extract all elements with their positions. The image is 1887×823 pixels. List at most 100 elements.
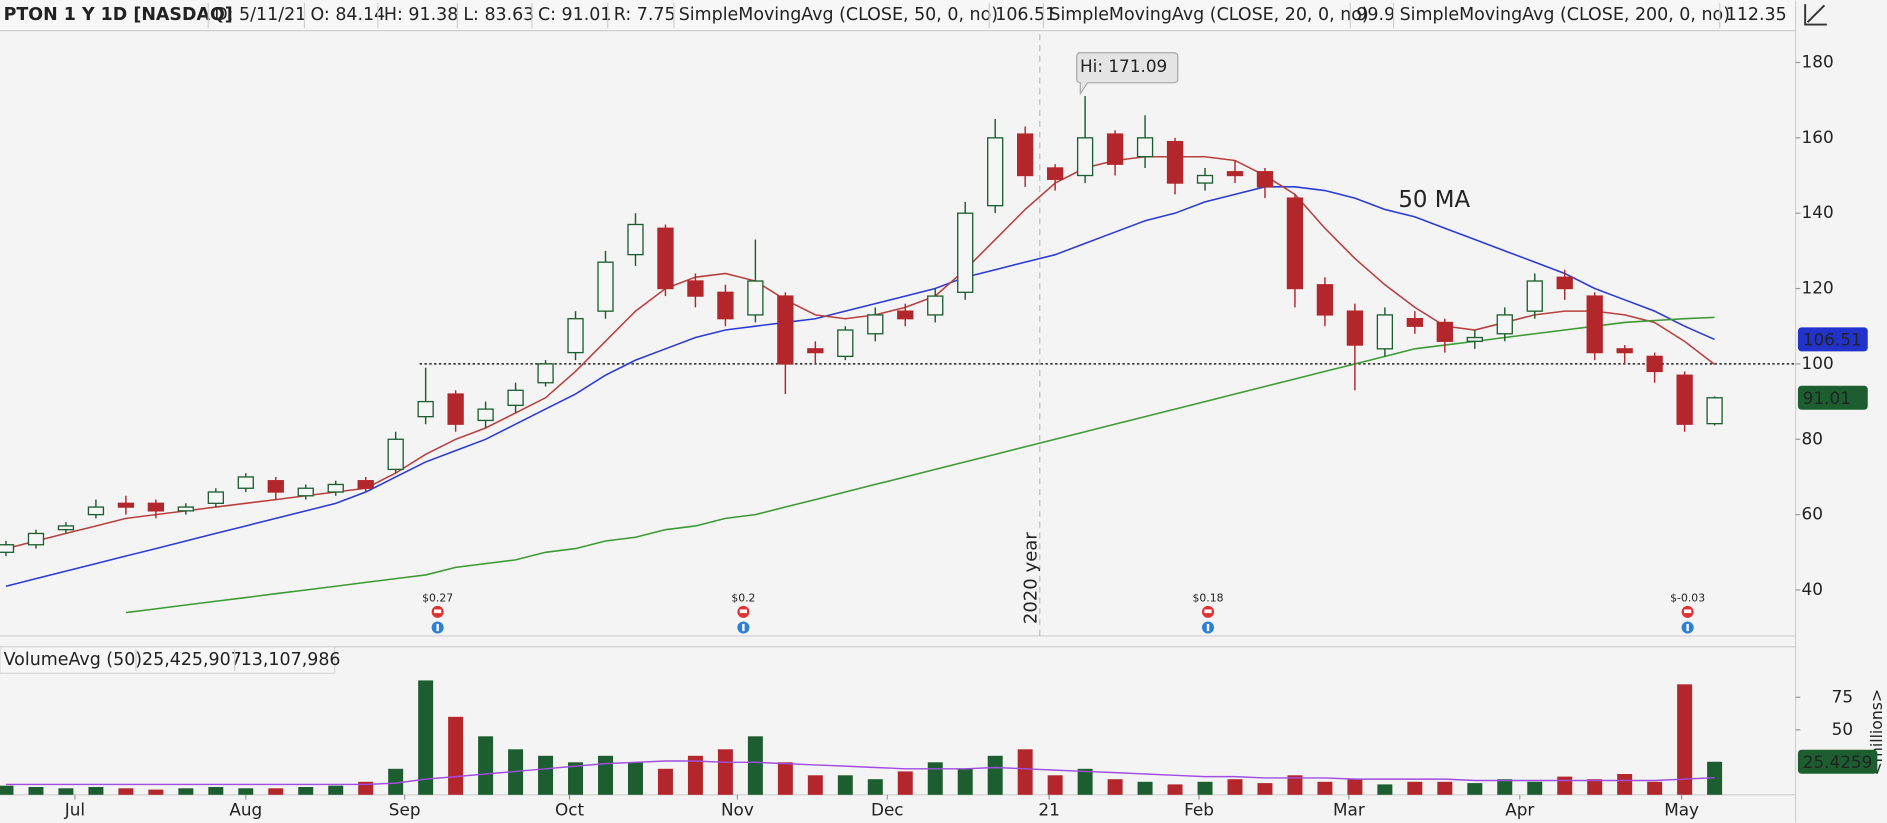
candle-body xyxy=(777,295,794,365)
y-tick-label: 80 xyxy=(1802,428,1823,448)
volume-bar xyxy=(478,736,494,795)
dividend-icon-detail xyxy=(1206,623,1210,632)
volume-bar xyxy=(538,755,554,795)
volume-bar xyxy=(957,768,973,795)
x-tick-label: Mar xyxy=(1333,799,1365,819)
volume-bar xyxy=(1587,779,1603,795)
candle-body xyxy=(747,280,764,316)
high: H: 91.38 xyxy=(384,5,458,25)
ma-annotation: 50 MA xyxy=(1398,187,1470,213)
candle-body xyxy=(1017,133,1034,177)
y-tick-label: 50 xyxy=(1832,719,1853,739)
volume-bar xyxy=(298,786,314,795)
candle-body xyxy=(567,318,584,354)
volume-bar xyxy=(268,788,284,795)
x-tick-label: 21 xyxy=(1038,799,1059,819)
legend-ma20-value: 99.9 xyxy=(1356,5,1395,25)
volume-bar xyxy=(58,788,74,795)
symbol: PTON 1 Y 1D [NASDAQ] xyxy=(4,5,233,25)
candle-body xyxy=(987,137,1004,207)
candle-body xyxy=(657,227,674,290)
candle-body xyxy=(1496,314,1513,335)
volume-bar xyxy=(118,788,134,795)
volume-bar xyxy=(1527,781,1543,795)
candle-body xyxy=(1466,336,1483,342)
candle-body xyxy=(1616,348,1633,354)
volume-bar xyxy=(1197,781,1213,795)
candle-body xyxy=(1676,374,1693,425)
candle-body xyxy=(1106,133,1124,165)
candle-body xyxy=(1436,321,1453,342)
volume-bar xyxy=(1707,761,1723,795)
candle-body xyxy=(687,280,704,297)
earnings-label: $0.18 xyxy=(1193,592,1224,605)
volume-bar xyxy=(927,762,943,795)
volume-bar xyxy=(807,775,823,795)
candle-body xyxy=(27,532,45,546)
x-tick-label: Sep xyxy=(389,799,421,819)
volume-bar xyxy=(1287,775,1303,795)
y-tick-label: 160 xyxy=(1802,127,1834,147)
candle-body xyxy=(1286,197,1304,290)
volume-bar xyxy=(0,785,14,795)
candle-body xyxy=(1046,167,1064,180)
volume-bar xyxy=(1617,774,1633,795)
header-bar xyxy=(0,0,1796,31)
volume-bar xyxy=(1347,779,1363,795)
low: L: 83.63 xyxy=(463,5,534,25)
volume-bar xyxy=(1047,775,1063,795)
volume-bar xyxy=(1167,784,1183,795)
y-tick-label: 75 xyxy=(1832,686,1853,706)
volume-bar xyxy=(208,786,224,795)
candle-body xyxy=(297,487,314,497)
y-tick-label: 140 xyxy=(1802,202,1834,222)
y-tick-label: 40 xyxy=(1802,579,1823,599)
y-tick-label: 60 xyxy=(1802,504,1823,524)
candle-body xyxy=(1376,314,1394,350)
volume-header-bar xyxy=(0,646,336,674)
drawing-tool-icon[interactable] xyxy=(1804,4,1827,26)
candle-body xyxy=(117,502,135,508)
volume-title: VolumeAvg (50) xyxy=(4,650,143,670)
price-badge xyxy=(1797,327,1868,352)
earnings-icon-detail xyxy=(1684,609,1692,614)
x-tick-label: Dec xyxy=(871,799,904,819)
candle-body xyxy=(1706,397,1723,425)
candle-body xyxy=(1136,137,1154,158)
volume-bar xyxy=(687,755,703,795)
price-badge xyxy=(1797,385,1868,410)
y-tick-label: 180 xyxy=(1802,51,1834,71)
volume-bar xyxy=(777,762,793,795)
volume-bar xyxy=(717,749,733,795)
x-tick-label: Feb xyxy=(1184,799,1214,819)
earnings-label: $0.2 xyxy=(731,592,755,605)
volume-bar xyxy=(657,768,673,795)
volume-bar xyxy=(897,771,913,795)
candle-body xyxy=(477,408,494,422)
hi-callout-label: Hi: 171.09 xyxy=(1080,56,1167,76)
volume-badge-label: 25.4259 xyxy=(1803,752,1873,772)
candle-body xyxy=(267,480,284,493)
volume-avg-line xyxy=(6,760,1715,786)
volume-bar xyxy=(837,775,853,795)
volume-bar xyxy=(568,762,584,795)
earnings-label: $0.27 xyxy=(422,592,453,605)
legend-ma50-value: 106.51 xyxy=(995,5,1056,25)
volume-bar xyxy=(1497,779,1513,795)
volume-bar xyxy=(178,788,194,795)
y-tick-label: 100 xyxy=(1802,353,1834,373)
range: R: 7.75 xyxy=(614,5,676,25)
y-tick-label: 120 xyxy=(1802,278,1834,298)
candle-body xyxy=(597,261,614,312)
candle-body xyxy=(1346,310,1364,346)
dividend-icon-detail xyxy=(742,623,745,632)
volume-bar xyxy=(1317,781,1333,795)
candle-body xyxy=(357,480,374,489)
candle-body xyxy=(387,438,404,471)
candle-body xyxy=(237,476,254,489)
candle-body xyxy=(327,483,344,493)
candle-body xyxy=(1406,318,1424,327)
volume-bar xyxy=(747,736,763,795)
